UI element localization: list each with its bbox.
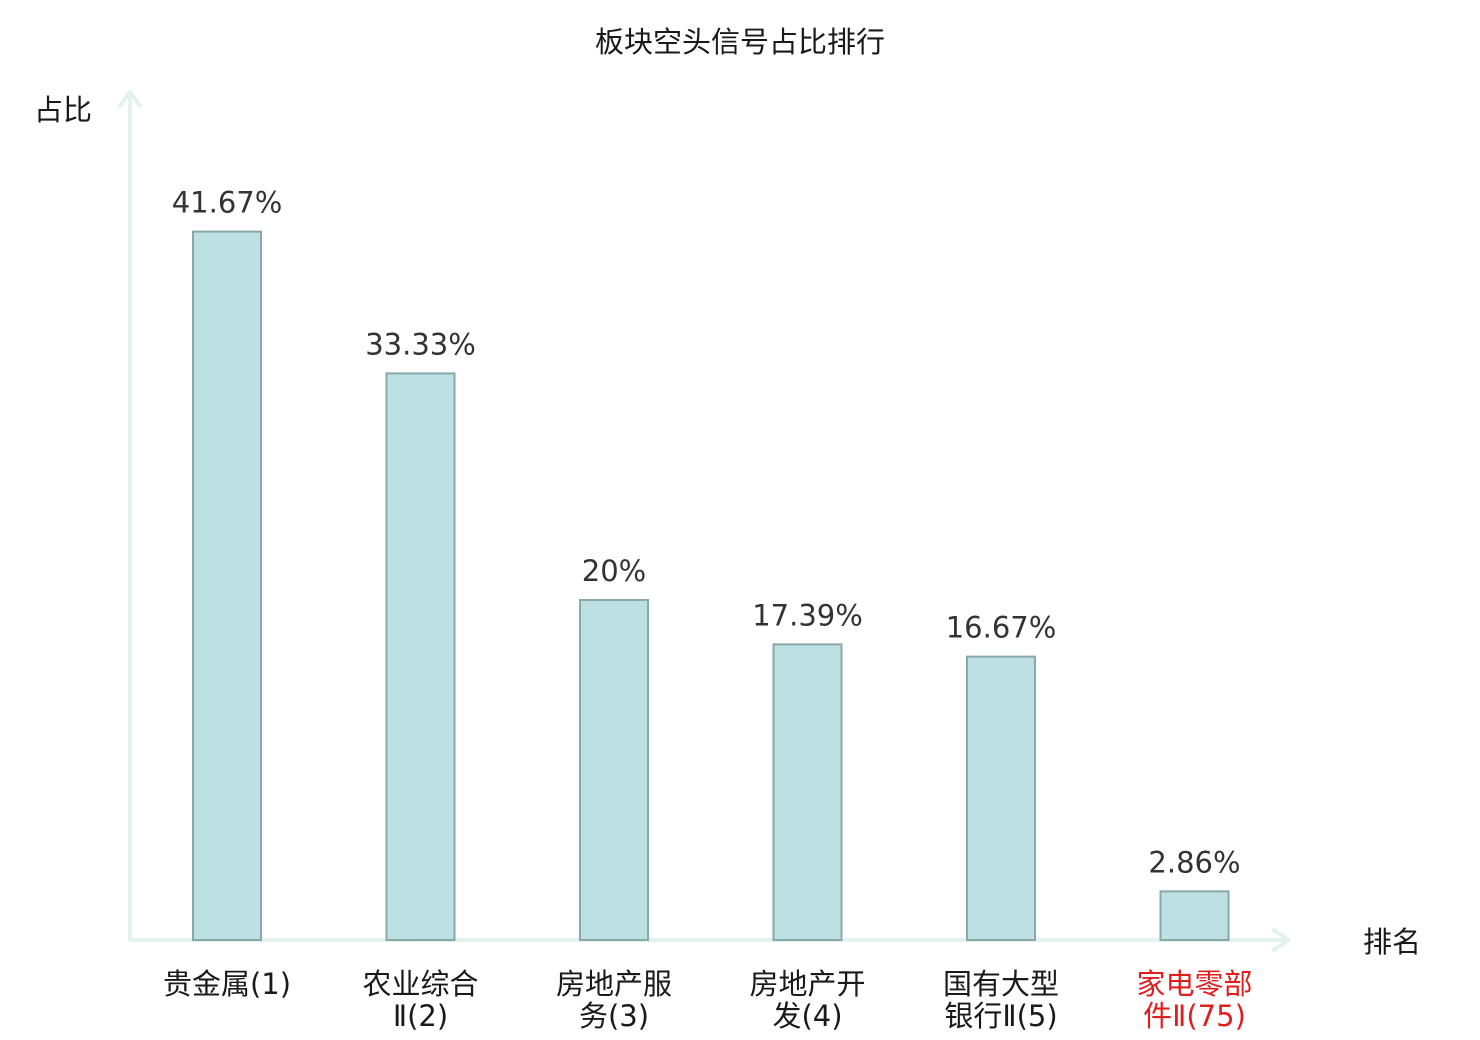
category-label-line: 务(3) bbox=[579, 999, 649, 1033]
value-label-6: 2.86% bbox=[1148, 845, 1240, 879]
bar-3 bbox=[579, 599, 649, 941]
y-axis: 占比 bbox=[34, 90, 142, 942]
category-label-line: 房地产服 bbox=[556, 967, 672, 1001]
category-label-line: 家电零部 bbox=[1136, 967, 1252, 1001]
chart-title: 板块空头信号占比排行 bbox=[595, 25, 885, 59]
category-label-2: 农业综合 Ⅱ(2) bbox=[362, 967, 478, 1033]
category-label-4: 房地产开发(4) bbox=[749, 967, 865, 1033]
value-label-4: 17.39% bbox=[752, 598, 863, 632]
bar-1 bbox=[192, 230, 262, 942]
category-label-line: 国有大型 bbox=[943, 967, 1059, 1001]
value-labels-group: 41.67% 33.33% 20% 17.39% 16.67% 2.86% bbox=[172, 186, 1241, 880]
value-label-2: 33.33% bbox=[365, 327, 476, 361]
category-label-line: 贵金属(1) bbox=[163, 967, 291, 1001]
bar-5 bbox=[966, 655, 1036, 941]
category-labels-group: 贵金属(1) 农业综合 Ⅱ(2) 房地产服务(3) 房地产开发(4) 国有大型银行Ⅱ(5)… bbox=[163, 967, 1253, 1033]
category-label-3: 房地产服务(3) bbox=[556, 967, 672, 1033]
x-axis-label: 排名 bbox=[1363, 925, 1421, 959]
x-axis-arrow bbox=[1272, 928, 1290, 952]
bar-2 bbox=[385, 372, 456, 941]
category-label-line: 发(4) bbox=[772, 999, 842, 1033]
x-axis: 排名 bbox=[128, 925, 1421, 959]
category-label-line: 件Ⅱ(75) bbox=[1143, 999, 1246, 1033]
bar-6 bbox=[1159, 890, 1230, 942]
y-axis-label: 占比 bbox=[34, 93, 92, 127]
bars-group bbox=[192, 230, 1230, 942]
category-label-1: 贵金属(1) bbox=[163, 967, 291, 1001]
category-label-line: 房地产开 bbox=[749, 967, 865, 1001]
category-label-line: 农业综合 bbox=[362, 967, 478, 1001]
value-label-3: 20% bbox=[582, 554, 646, 588]
category-label-line: Ⅱ(2) bbox=[393, 999, 448, 1033]
category-label-5: 国有大型银行Ⅱ(5) bbox=[943, 967, 1059, 1033]
category-label-6: 家电零部件Ⅱ(75) bbox=[1136, 967, 1252, 1033]
value-label-5: 16.67% bbox=[946, 611, 1057, 645]
y-axis-arrow bbox=[118, 90, 142, 108]
value-label-1: 41.67% bbox=[172, 186, 283, 220]
bar-4 bbox=[772, 643, 843, 941]
category-label-line: 银行Ⅱ(5) bbox=[944, 999, 1057, 1033]
